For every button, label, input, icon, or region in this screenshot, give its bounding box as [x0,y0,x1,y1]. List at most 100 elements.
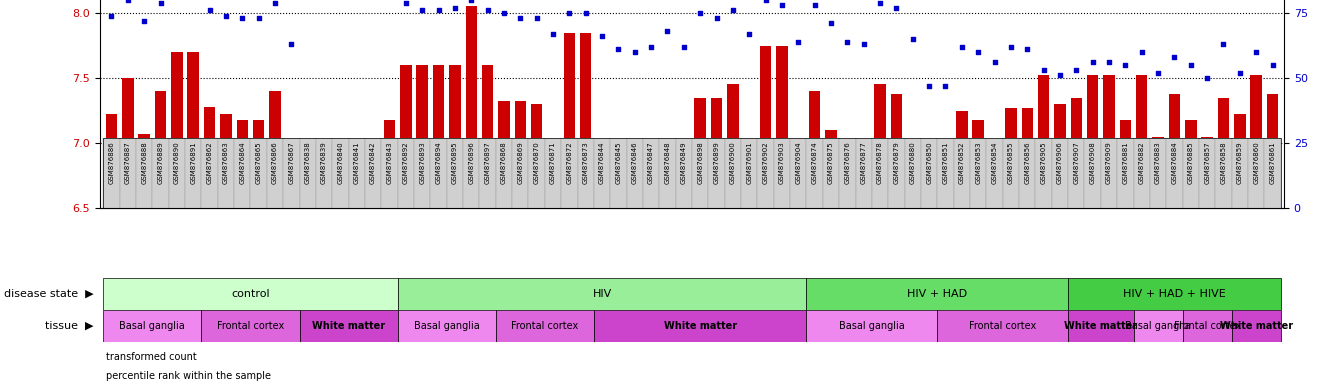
Bar [776,45,788,208]
Bar [1218,98,1229,208]
Text: White matter: White matter [664,321,736,331]
Bar [825,130,837,208]
Point [952,44,973,50]
Bar [283,138,300,208]
Bar [512,138,529,208]
Text: GSM876866: GSM876866 [272,141,278,184]
Bar [119,138,136,208]
Bar [904,138,921,208]
Text: GSM876882: GSM876882 [1138,141,1145,184]
Point [673,44,694,50]
Text: GSM876864: GSM876864 [239,141,246,184]
Point [706,15,727,21]
Bar [481,65,493,208]
Text: GSM876881: GSM876881 [1122,141,1129,184]
Bar [531,104,542,208]
Bar [711,98,722,208]
Bar [691,138,709,208]
Bar [1087,75,1099,208]
Bar [1052,138,1068,208]
Bar [401,65,411,208]
Bar [822,138,839,208]
Point [624,49,645,55]
Text: GSM876873: GSM876873 [583,141,588,184]
Bar [1068,278,1281,310]
Text: GSM876880: GSM876880 [910,141,916,184]
Text: GSM876908: GSM876908 [1089,141,1096,184]
Point [575,10,596,16]
Bar [152,138,169,208]
Text: GSM876859: GSM876859 [1237,141,1243,184]
Point [1001,44,1022,50]
Point [853,41,874,47]
Text: GSM876869: GSM876869 [517,141,524,184]
Text: White matter: White matter [1220,321,1293,331]
Bar [270,91,280,208]
Point [608,46,629,53]
Bar [201,138,218,208]
Bar [204,107,215,208]
Text: GSM876903: GSM876903 [779,141,785,184]
Point [526,15,547,21]
Text: GSM876874: GSM876874 [812,141,817,184]
Point [1114,62,1136,68]
Bar [694,98,706,208]
Bar [760,45,771,208]
Bar [891,94,902,208]
Text: GSM876896: GSM876896 [468,141,475,184]
Text: GSM876886: GSM876886 [108,141,115,184]
Text: GSM876861: GSM876861 [1269,141,1276,184]
Text: transformed count: transformed count [106,353,196,362]
Bar [1150,138,1166,208]
Bar [300,310,398,342]
Bar [793,161,804,208]
Bar [986,138,1002,208]
Bar [937,310,1068,342]
Text: GSM876898: GSM876898 [697,141,703,184]
Bar [973,119,984,208]
Bar [529,138,545,208]
Point [149,0,171,6]
Bar [1248,138,1264,208]
Bar [398,138,414,208]
Bar [596,159,608,208]
Bar [432,65,444,208]
Bar [1266,94,1278,208]
Bar [334,152,346,208]
Point [837,38,858,45]
Bar [368,179,379,208]
Text: GSM876857: GSM876857 [1204,141,1210,184]
Text: GSM876889: GSM876889 [157,141,164,184]
Bar [645,189,657,208]
Bar [662,143,673,208]
Bar [724,138,742,208]
Text: tissue  ▶: tissue ▶ [45,321,94,331]
Text: Frontal cortex: Frontal cortex [1174,321,1241,331]
Bar [416,65,428,208]
Bar [1038,75,1050,208]
Point [428,7,449,13]
Bar [1068,310,1133,342]
Bar [855,138,873,208]
Bar [989,147,1001,208]
Text: GSM876847: GSM876847 [648,141,654,184]
Bar [806,310,937,342]
Text: GSM876853: GSM876853 [976,141,981,184]
Point [215,13,237,19]
Bar [629,199,640,208]
Point [902,36,923,42]
Text: GSM876848: GSM876848 [665,141,670,184]
Bar [806,278,1068,310]
Bar [414,138,431,208]
Text: GSM876875: GSM876875 [828,141,834,184]
Point [591,33,612,40]
Bar [1071,98,1081,208]
Text: GSM876862: GSM876862 [206,141,213,184]
Text: disease state  ▶: disease state ▶ [4,289,94,299]
Text: GSM876871: GSM876871 [550,141,557,184]
Bar [286,172,297,208]
Bar [103,310,201,342]
Bar [1120,119,1132,208]
Text: GSM876842: GSM876842 [370,141,375,184]
Bar [970,138,986,208]
